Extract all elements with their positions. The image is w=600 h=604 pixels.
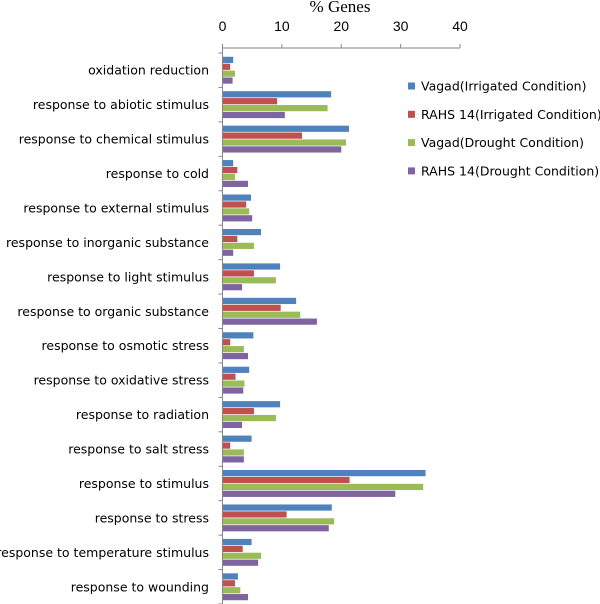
bar-3-15: [222, 552, 262, 559]
bar-1-7: [222, 263, 281, 270]
bar-3-4: [222, 173, 235, 181]
bar-1-1: [222, 56, 234, 63]
legend-swatch: [408, 167, 415, 175]
bar-1-4: [222, 160, 234, 167]
bar-4-16: [222, 594, 249, 601]
bar-4-7: [222, 284, 243, 291]
category-label: response to organic substance: [17, 304, 209, 319]
bar-3-12: [222, 449, 244, 456]
bar-1-12: [222, 435, 252, 442]
x-tick-label: 20: [333, 18, 349, 34]
bar-3-11: [222, 414, 276, 422]
bar-2-1: [222, 63, 231, 70]
chart-title: % Genes: [310, 0, 371, 16]
bar-4-12: [222, 456, 244, 463]
bar-2-16: [222, 580, 235, 587]
category-label: response to light stimulus: [47, 269, 209, 284]
bar-4-4: [222, 180, 249, 187]
bar-2-8: [222, 304, 281, 311]
bar-4-1: [222, 77, 233, 84]
bar-2-15: [222, 545, 243, 552]
bar-2-12: [222, 442, 231, 449]
bar-2-3: [222, 132, 303, 139]
category-label: response to stimulus: [79, 476, 209, 491]
bar-4-2: [222, 111, 285, 119]
bar-2-5: [222, 201, 247, 208]
bar-3-1: [222, 70, 235, 77]
category-label: response to wounding: [71, 579, 209, 594]
bar-2-6: [222, 235, 238, 243]
bar-1-14: [222, 504, 332, 511]
bar-4-11: [222, 421, 243, 429]
bar-2-11: [222, 408, 254, 415]
category-label: response to temperature stimulus: [0, 545, 209, 560]
bar-2-7: [222, 270, 254, 277]
category-label: oxidation reduction: [88, 63, 209, 78]
legend-label: RAHS 14(Drought Condition): [421, 163, 599, 178]
category-label: response to inorganic substance: [6, 235, 209, 250]
x-tick-label: 0: [219, 18, 227, 34]
bar-3-14: [222, 518, 335, 525]
bar-4-8: [222, 318, 317, 325]
bar-3-2: [222, 105, 328, 112]
legend-label: Vagad(Drought Condition): [421, 135, 584, 150]
bar-4-3: [222, 146, 342, 153]
bar-1-2: [222, 91, 332, 98]
legend-swatch: [408, 110, 415, 118]
bar-1-5: [222, 194, 251, 201]
bar-4-14: [222, 525, 329, 532]
bar-3-10: [222, 380, 245, 387]
category-label: response to cold: [106, 166, 209, 181]
bar-4-15: [222, 559, 259, 566]
bar-4-6: [222, 249, 234, 256]
bar-1-9: [222, 332, 254, 339]
legend-label: RAHS 14(Irrigated Condition): [421, 107, 600, 122]
bar-3-13: [222, 483, 424, 491]
bar-2-10: [222, 373, 236, 380]
bar-3-16: [222, 587, 241, 594]
legend-swatch: [408, 139, 415, 147]
bar-3-8: [222, 311, 301, 318]
axes-layer: 0 10 20 30 40: [218, 18, 468, 604]
legend-swatch: [408, 82, 415, 90]
bar-4-10: [222, 387, 244, 394]
bar-2-2: [222, 98, 278, 105]
bar-4-5: [222, 215, 253, 222]
category-label: response to oxidative stress: [34, 373, 209, 388]
category-label: response to salt stress: [68, 442, 209, 457]
bars-layer: [222, 56, 426, 601]
bar-3-5: [222, 208, 250, 215]
bar-4-13: [222, 490, 396, 497]
bar-3-3: [222, 139, 346, 146]
bar-1-15: [222, 538, 252, 546]
category-label: response to osmotic stress: [42, 338, 209, 353]
legend: Vagad(Irrigated Condition) RAHS 14(Irriga…: [408, 79, 600, 178]
bar-1-10: [222, 366, 250, 373]
category-label: response to external stimulus: [23, 201, 209, 216]
bar-3-9: [222, 346, 244, 353]
bar-1-11: [222, 401, 281, 408]
category-label: response to abiotic stimulus: [33, 97, 209, 112]
category-label: response to stress: [95, 510, 209, 525]
bar-2-4: [222, 166, 238, 174]
bar-1-8: [222, 297, 297, 305]
bar-2-9: [222, 339, 231, 346]
bar-4-9: [222, 352, 249, 360]
category-labels: oxidation reduction response to abiotic s…: [0, 63, 209, 595]
bar-1-3: [222, 125, 349, 132]
category-label: response to chemical stimulus: [19, 132, 209, 147]
bar-3-6: [222, 242, 254, 249]
x-tick-label: 40: [452, 18, 468, 34]
bar-2-14: [222, 511, 287, 518]
bar-3-7: [222, 277, 276, 284]
x-tick-label: 30: [393, 18, 409, 34]
category-label: response to radiation: [76, 407, 209, 422]
bar-1-6: [222, 228, 262, 236]
bar-1-16: [222, 573, 238, 580]
x-tick-label: 10: [274, 18, 290, 34]
bar-1-13: [222, 470, 426, 477]
bar-2-13: [222, 476, 350, 484]
legend-label: Vagad(Irrigated Condition): [421, 79, 587, 94]
